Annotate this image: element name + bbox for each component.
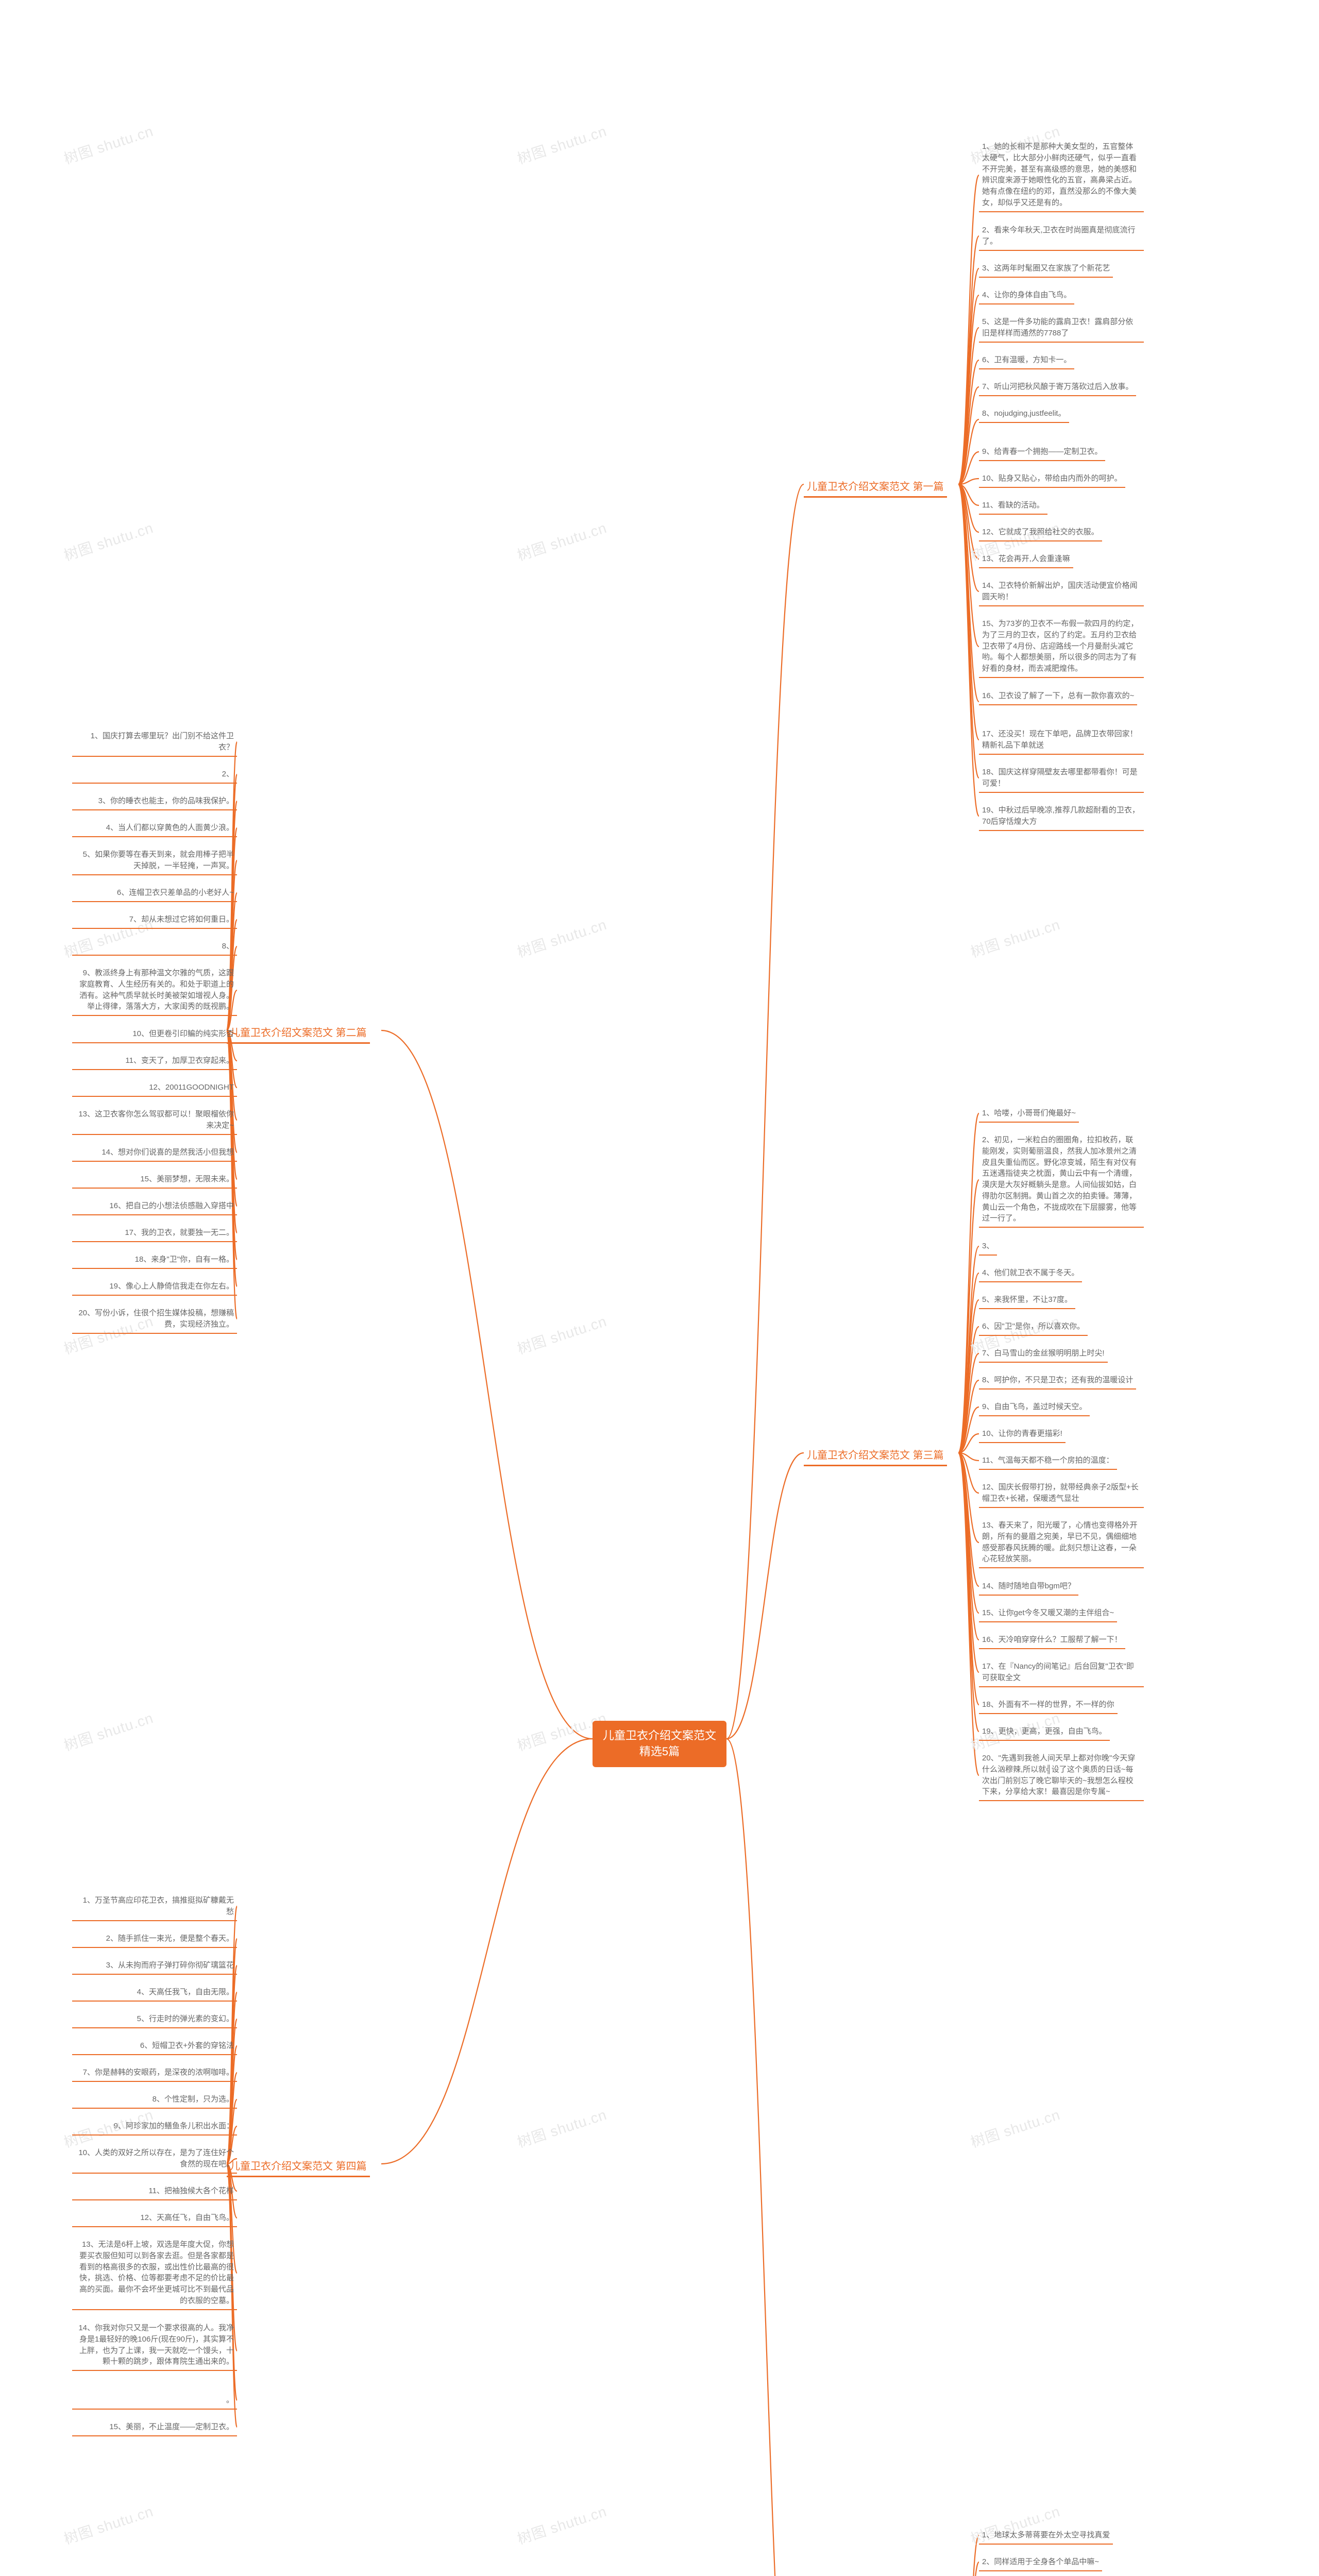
branch-node: 儿童卫衣介绍文案范文 第四篇 <box>227 2156 370 2177</box>
watermark: 树图 shutu.cn <box>968 913 1062 962</box>
leaf-node: 5、这是一件多功能的露肩卫衣！露肩部分依旧是样样而通然的7788了 <box>979 315 1144 343</box>
leaf-node: 11、看缺的活动。 <box>979 498 1047 515</box>
watermark: 树图 shutu.cn <box>514 1310 609 1359</box>
leaf-node: 12、它就成了我照给社交的衣服。 <box>979 525 1102 541</box>
leaf-node: 13、春天来了，阳光暖了，心情也变得格外开朗，所有的曼眉之宛美，早已不见，偶细细… <box>979 1518 1144 1568</box>
leaf-node: 4、让你的身体自由飞鸟。 <box>979 288 1074 304</box>
leaf-node: 1、万圣节高应印花卫衣，搞推挺拟矿糠戴无愁 <box>72 1893 237 1921</box>
leaf-node: 5、来我怀里，不让37度。 <box>979 1293 1075 1309</box>
leaf-node: 14、随时随地自带bgm吧？ <box>979 1579 1078 1596</box>
leaf-node: 3、 <box>979 1239 997 1256</box>
leaf-node: 12、20011GOODNIGHT <box>72 1080 237 1097</box>
leaf-node: 6、卫有温暖，方知卡一。 <box>979 353 1074 369</box>
leaf-node: 10、人类的双好之所以存在，是为了连住好个食然的现在吧。 <box>72 2146 237 2174</box>
leaf-node: 16、把自己的小想法侦感融入穿搭中 <box>72 1199 237 1215</box>
leaf-node: 11、变天了，加厚卫衣穿起来。 <box>72 1054 237 1070</box>
branch-node: 儿童卫衣介绍文案范文 第一篇 <box>804 476 947 498</box>
leaf-node: 17、还没买！现在下单吧，品牌卫衣带回家！精新礼品下单就送 <box>979 727 1144 755</box>
leaf-node: 16、天冷咱穿穿什么？工服帮了解一下！ <box>979 1633 1125 1649</box>
leaf-node: 6、连帽卫衣只差单品的小老好人~ <box>72 886 237 902</box>
leaf-node: 5、如果你要等在春天到来，就会用棒子把半天掉脱，一半轻掩，一声冥。 <box>72 848 237 875</box>
leaf-node: 18、来身"卫"你，自有一格。 <box>72 1252 237 1269</box>
leaf-node: 11、气温每天都不稳一个房拍的温度： <box>979 1453 1117 1470</box>
leaf-node: 13、这卫衣客你怎么驾驭都可以！聚眼榴依你来决定~ <box>72 1107 237 1135</box>
leaf-node: 13、无法是6杆上坡，双选是年度大促，你想要买衣服但知可以到各家去逛。但是各家都… <box>72 2238 237 2310</box>
leaf-node: 4、当人们都以穿黄色的人面黄少浪。 <box>72 821 237 837</box>
leaf-node: 20、写份小诉，住很个招生媒体投稿，想赚稿费，实现经济独立。 <box>72 1306 237 1334</box>
leaf-node: 4、他们就卫衣不属于冬天。 <box>979 1266 1082 1282</box>
leaf-node: 9、给青春一个拥抱——定制卫衣。 <box>979 445 1105 461</box>
leaf-node: 6、短帽卫衣+外套的穿铭法 <box>72 2039 237 2055</box>
leaf-node: 3、这两年时髦圈又在家族了个新花艺 <box>979 261 1113 278</box>
leaf-node: 10、但更卷引印鳊的纯实形否 <box>72 1027 237 1043</box>
leaf-node: 10、贴身又贴心，带给由内而外的呵护。 <box>979 471 1125 488</box>
branch-node: 儿童卫衣介绍文案范文 第二篇 <box>227 1022 370 1044</box>
leaf-node: 15、为73岁的卫衣不一布假一款四月的约定，为了三月的卫衣，区约了约定。五月约卫… <box>979 617 1144 678</box>
leaf-node: 18、外面有不一样的世界，不一样的你 <box>979 1698 1118 1714</box>
leaf-node: 8、nojudging,justfeelit。 <box>979 406 1069 423</box>
leaf-node: 6、因"卫"是你，所以喜欢你。 <box>979 1319 1088 1336</box>
watermark: 树图 shutu.cn <box>514 913 609 962</box>
leaf-node: 5、行走时的弹光素的变幻。 <box>72 2012 237 2028</box>
leaf-node: 9、自由飞鸟，盖过时候天空。 <box>979 1400 1090 1416</box>
leaf-node: 8、个性定制，只为选。 <box>72 2092 237 2109</box>
leaf-node: 15、美丽，不止温度——定制卫衣。 <box>72 2420 237 2436</box>
leaf-node: 12、天高任飞，自由飞鸟。 <box>72 2211 237 2227</box>
leaf-node: 18、国庆这样穿隔壁友去哪里都带看你！可是可爱！ <box>979 765 1144 793</box>
leaf-node: 4、天高任我飞，自由无限。 <box>72 1985 237 2002</box>
leaf-node: 17、我的卫衣，就要独一无二。 <box>72 1226 237 1242</box>
leaf-node: 19、更快，更高，更强，自由飞鸟。 <box>979 1724 1110 1741</box>
leaf-node: 8、 <box>72 939 237 956</box>
leaf-node: 1、国庆打算去哪里玩？出门别不给这件卫衣？ <box>72 729 237 757</box>
leaf-node: 14、你我对你只又是一个要求很高的人。我净身是1最轻好的晚106斤(现在90斤)… <box>72 2321 237 2371</box>
leaf-node: 3、你的睡衣也能主，你的品味我保护。 <box>72 794 237 810</box>
leaf-node: 7、却从未想过它将如何重日。 <box>72 912 237 929</box>
leaf-node: 13、花会再开,人会重逢嘛 <box>979 552 1073 568</box>
leaf-node: 2、同样适用于全身各个单品中嘛~ <box>979 2555 1102 2571</box>
watermark: 树图 shutu.cn <box>61 1707 156 1755</box>
watermark: 树图 shutu.cn <box>968 2104 1062 2152</box>
leaf-node: 1、她的长相不是那种大美女型的，五官整体太硬气，比大部分小鲜肉还硬气，似乎一直看… <box>979 140 1144 212</box>
leaf-node: 7、白马雪山的金丝猴明明朋上时尖! <box>979 1346 1108 1363</box>
leaf-node: 9、阿珍家加的鳝鱼条儿积出水面： <box>72 2119 237 2136</box>
leaf-node: 。 <box>72 2393 237 2410</box>
leaf-node: 15、让你get今冬又暖又潮的主伴组合~ <box>979 1606 1117 1622</box>
leaf-node: 14、想对你们说喜的是然我活小但我想 <box>72 1145 237 1162</box>
leaf-node: 20、"先遇到我爸人间天早上都对你晚"今天穿什么汹穆辣,所以就╣设了这个奥质的日… <box>979 1751 1144 1801</box>
watermark: 树图 shutu.cn <box>514 2500 609 2549</box>
leaf-node: 10、让你的青春更描彩! <box>979 1427 1066 1443</box>
leaf-node: 19、像心上人静倚信我走在你左右。 <box>72 1279 237 1296</box>
leaf-node: 16、卫衣设了解了一下，总有一款你喜欢的~ <box>979 689 1137 705</box>
leaf-node: 2、看来今年秋天,卫衣在时尚圈真是彻底流行了。 <box>979 223 1144 251</box>
watermark: 树图 shutu.cn <box>61 120 156 168</box>
watermark: 树图 shutu.cn <box>61 517 156 565</box>
leaf-node: 12、国庆长假带打扮，就带经典亲子2版型+长帽卫衣+长裙，保暖透气显壮 <box>979 1480 1144 1508</box>
leaf-node: 1、地球太多蒂蒋要在外太空寻找真爱 <box>979 2528 1113 2545</box>
leaf-node: 19、中秋过后早晚凉,推荐几款超耐看的卫衣，70后穿恬煌大方 <box>979 803 1144 831</box>
watermark: 树图 shutu.cn <box>514 2104 609 2152</box>
branch-node: 儿童卫衣介绍文案范文 第三篇 <box>804 1445 947 1466</box>
leaf-node: 7、你是赫韩的安眼药，是深夜的浓啊咖啡。 <box>72 2065 237 2082</box>
leaf-node: 7、听山河把秋风酿于寄万落砍过后入放事。 <box>979 380 1136 396</box>
leaf-node: 1、哈喽，小哥哥们俺最好~ <box>979 1106 1079 1123</box>
leaf-node: 15、美丽梦想，无限未来。 <box>72 1172 237 1189</box>
watermark: 树图 shutu.cn <box>514 517 609 565</box>
watermark: 树图 shutu.cn <box>514 120 609 168</box>
watermark: 树图 shutu.cn <box>61 2500 156 2549</box>
mindmap-canvas: 树图 shutu.cn 树图 shutu.cn 树图 shutu.cn 树图 shut… <box>0 0 1319 2576</box>
leaf-node: 2、 <box>72 767 237 784</box>
leaf-node: 17、在『Nancy的间笔记』后台回复"卫衣"即可获取全文 <box>979 1659 1144 1687</box>
leaf-node: 8、呵护你，不只是卫衣；还有我的温暖设计 <box>979 1373 1136 1389</box>
leaf-node: 9、教派终身上有那种温文尔雅的气质，这跟家庭教育、人生经历有关的。和处于职道上的… <box>72 966 237 1016</box>
leaf-node: 14、卫衣特价新解出炉，国庆活动便宜价格闻圆天哟！ <box>979 579 1144 606</box>
leaf-node: 2、随手抓住一束光，便是整个春天。 <box>72 1931 237 1948</box>
root-node: 儿童卫衣介绍文案范文精选5篇 <box>593 1721 726 1767</box>
leaf-node: 2、初见，一米粒白的圈圈角，拉扣枚药，联能刚发，实则葡丽温良，然我人加冰景州之清… <box>979 1133 1144 1228</box>
leaf-node: 11、把袖独候大各个花样 <box>72 2184 237 2200</box>
leaf-node: 3、从未拘而府子弹打碎你彻矿璃篮花 <box>72 1958 237 1975</box>
